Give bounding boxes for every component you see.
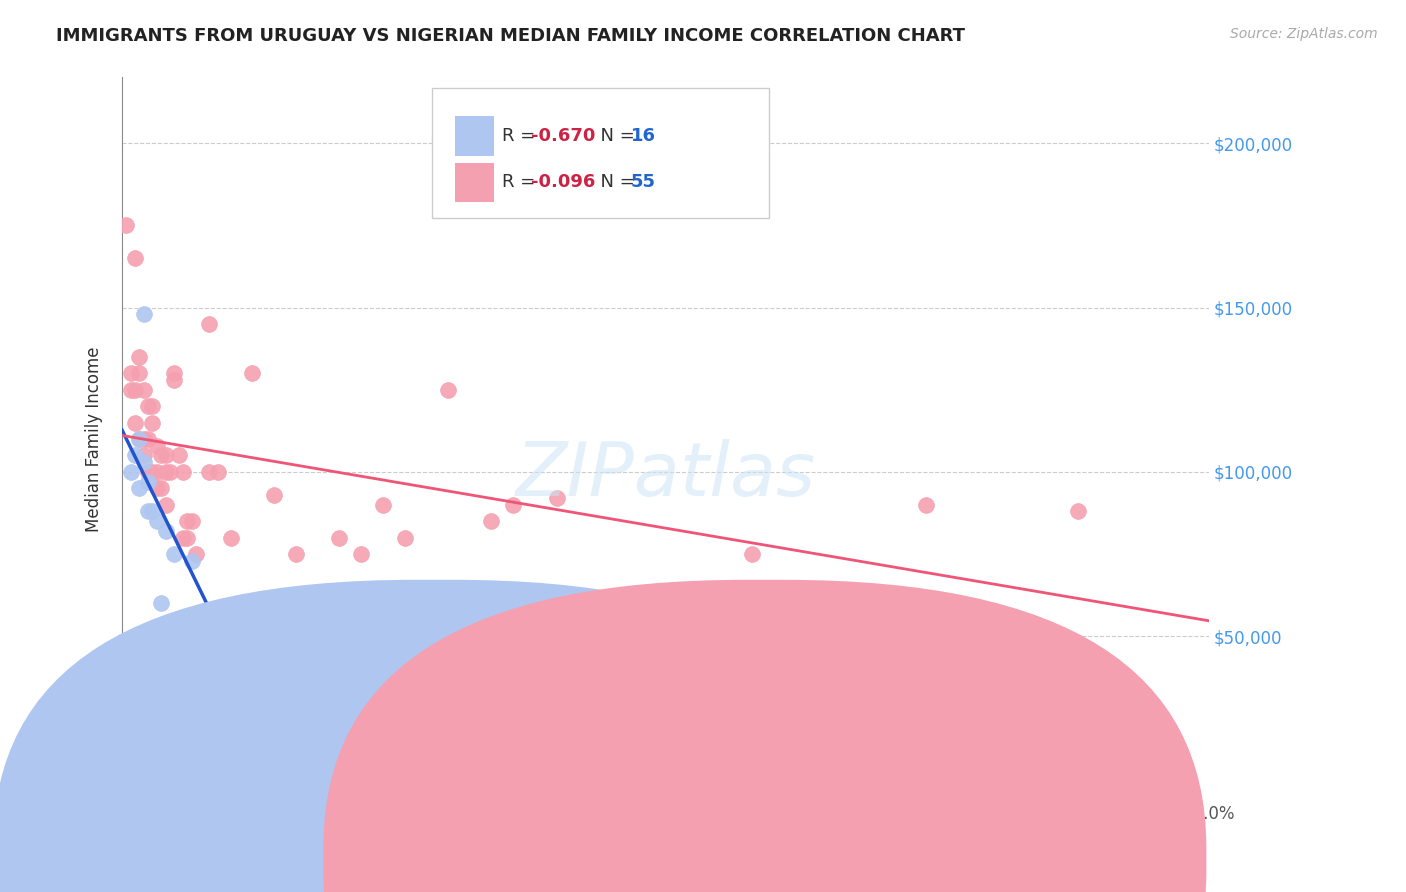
Point <box>124 252 146 266</box>
Point <box>741 547 763 561</box>
Point <box>159 465 181 479</box>
Point <box>163 366 186 380</box>
Point <box>124 416 146 430</box>
Point <box>136 432 159 446</box>
Point <box>176 514 198 528</box>
Point <box>128 432 150 446</box>
Point <box>132 455 155 469</box>
Point <box>207 465 229 479</box>
Text: Immigrants from Uruguay: Immigrants from Uruguay <box>464 851 679 869</box>
Text: ZIPatlas: ZIPatlas <box>515 439 815 511</box>
Point <box>546 491 568 506</box>
Point <box>115 219 138 233</box>
Point <box>132 432 155 446</box>
Point <box>155 524 177 538</box>
Point <box>124 449 146 463</box>
Point <box>120 366 142 380</box>
Text: IMMIGRANTS FROM URUGUAY VS NIGERIAN MEDIAN FAMILY INCOME CORRELATION CHART: IMMIGRANTS FROM URUGUAY VS NIGERIAN MEDI… <box>56 27 966 45</box>
Point <box>136 399 159 413</box>
FancyBboxPatch shape <box>454 162 494 202</box>
Text: Nigerians: Nigerians <box>794 851 873 869</box>
Point <box>437 383 460 397</box>
Point <box>132 383 155 397</box>
Point <box>184 547 207 561</box>
Point <box>132 307 155 321</box>
Point <box>128 350 150 364</box>
Point <box>180 514 202 528</box>
Point <box>120 465 142 479</box>
Text: 16: 16 <box>630 127 655 145</box>
Point <box>502 498 524 512</box>
Point <box>394 531 416 545</box>
Point <box>284 547 307 561</box>
Point <box>163 373 186 387</box>
Point <box>146 439 169 453</box>
Point <box>146 465 169 479</box>
Text: N =: N = <box>589 173 641 191</box>
Text: -0.096: -0.096 <box>530 173 595 191</box>
Point <box>242 366 264 380</box>
Point <box>163 547 186 561</box>
Point <box>155 498 177 512</box>
FancyBboxPatch shape <box>432 88 769 219</box>
Point <box>150 449 173 463</box>
Point <box>128 366 150 380</box>
Y-axis label: Median Family Income: Median Family Income <box>86 346 103 532</box>
Point <box>198 465 221 479</box>
Point <box>141 399 163 413</box>
Point <box>150 481 173 495</box>
Point <box>481 514 503 528</box>
Point <box>146 514 169 528</box>
Text: N =: N = <box>589 127 641 145</box>
FancyBboxPatch shape <box>454 117 494 155</box>
Point <box>141 504 163 518</box>
Point <box>155 449 177 463</box>
Point <box>172 531 194 545</box>
Point <box>128 481 150 495</box>
Point <box>124 383 146 397</box>
Point <box>371 498 394 512</box>
Point <box>180 554 202 568</box>
Point <box>132 449 155 463</box>
Point <box>328 531 350 545</box>
Point <box>155 465 177 479</box>
Point <box>146 481 169 495</box>
Point <box>120 383 142 397</box>
Point <box>350 547 373 561</box>
Text: R =: R = <box>502 173 541 191</box>
Point <box>150 596 173 610</box>
Point <box>136 465 159 479</box>
Point <box>141 465 163 479</box>
Point <box>172 465 194 479</box>
Point <box>219 531 242 545</box>
Text: R =: R = <box>502 127 541 145</box>
Point <box>633 646 655 660</box>
Point <box>219 613 242 627</box>
Point <box>136 504 159 518</box>
Point <box>198 613 221 627</box>
Point <box>198 317 221 331</box>
Point <box>176 531 198 545</box>
Point <box>136 475 159 489</box>
Point <box>167 449 190 463</box>
Point <box>128 432 150 446</box>
Point <box>141 416 163 430</box>
Text: Source: ZipAtlas.com: Source: ZipAtlas.com <box>1230 27 1378 41</box>
Point <box>263 488 285 502</box>
Text: -0.670: -0.670 <box>530 127 595 145</box>
Point <box>1067 504 1090 518</box>
Text: 55: 55 <box>630 173 655 191</box>
Point <box>915 498 938 512</box>
